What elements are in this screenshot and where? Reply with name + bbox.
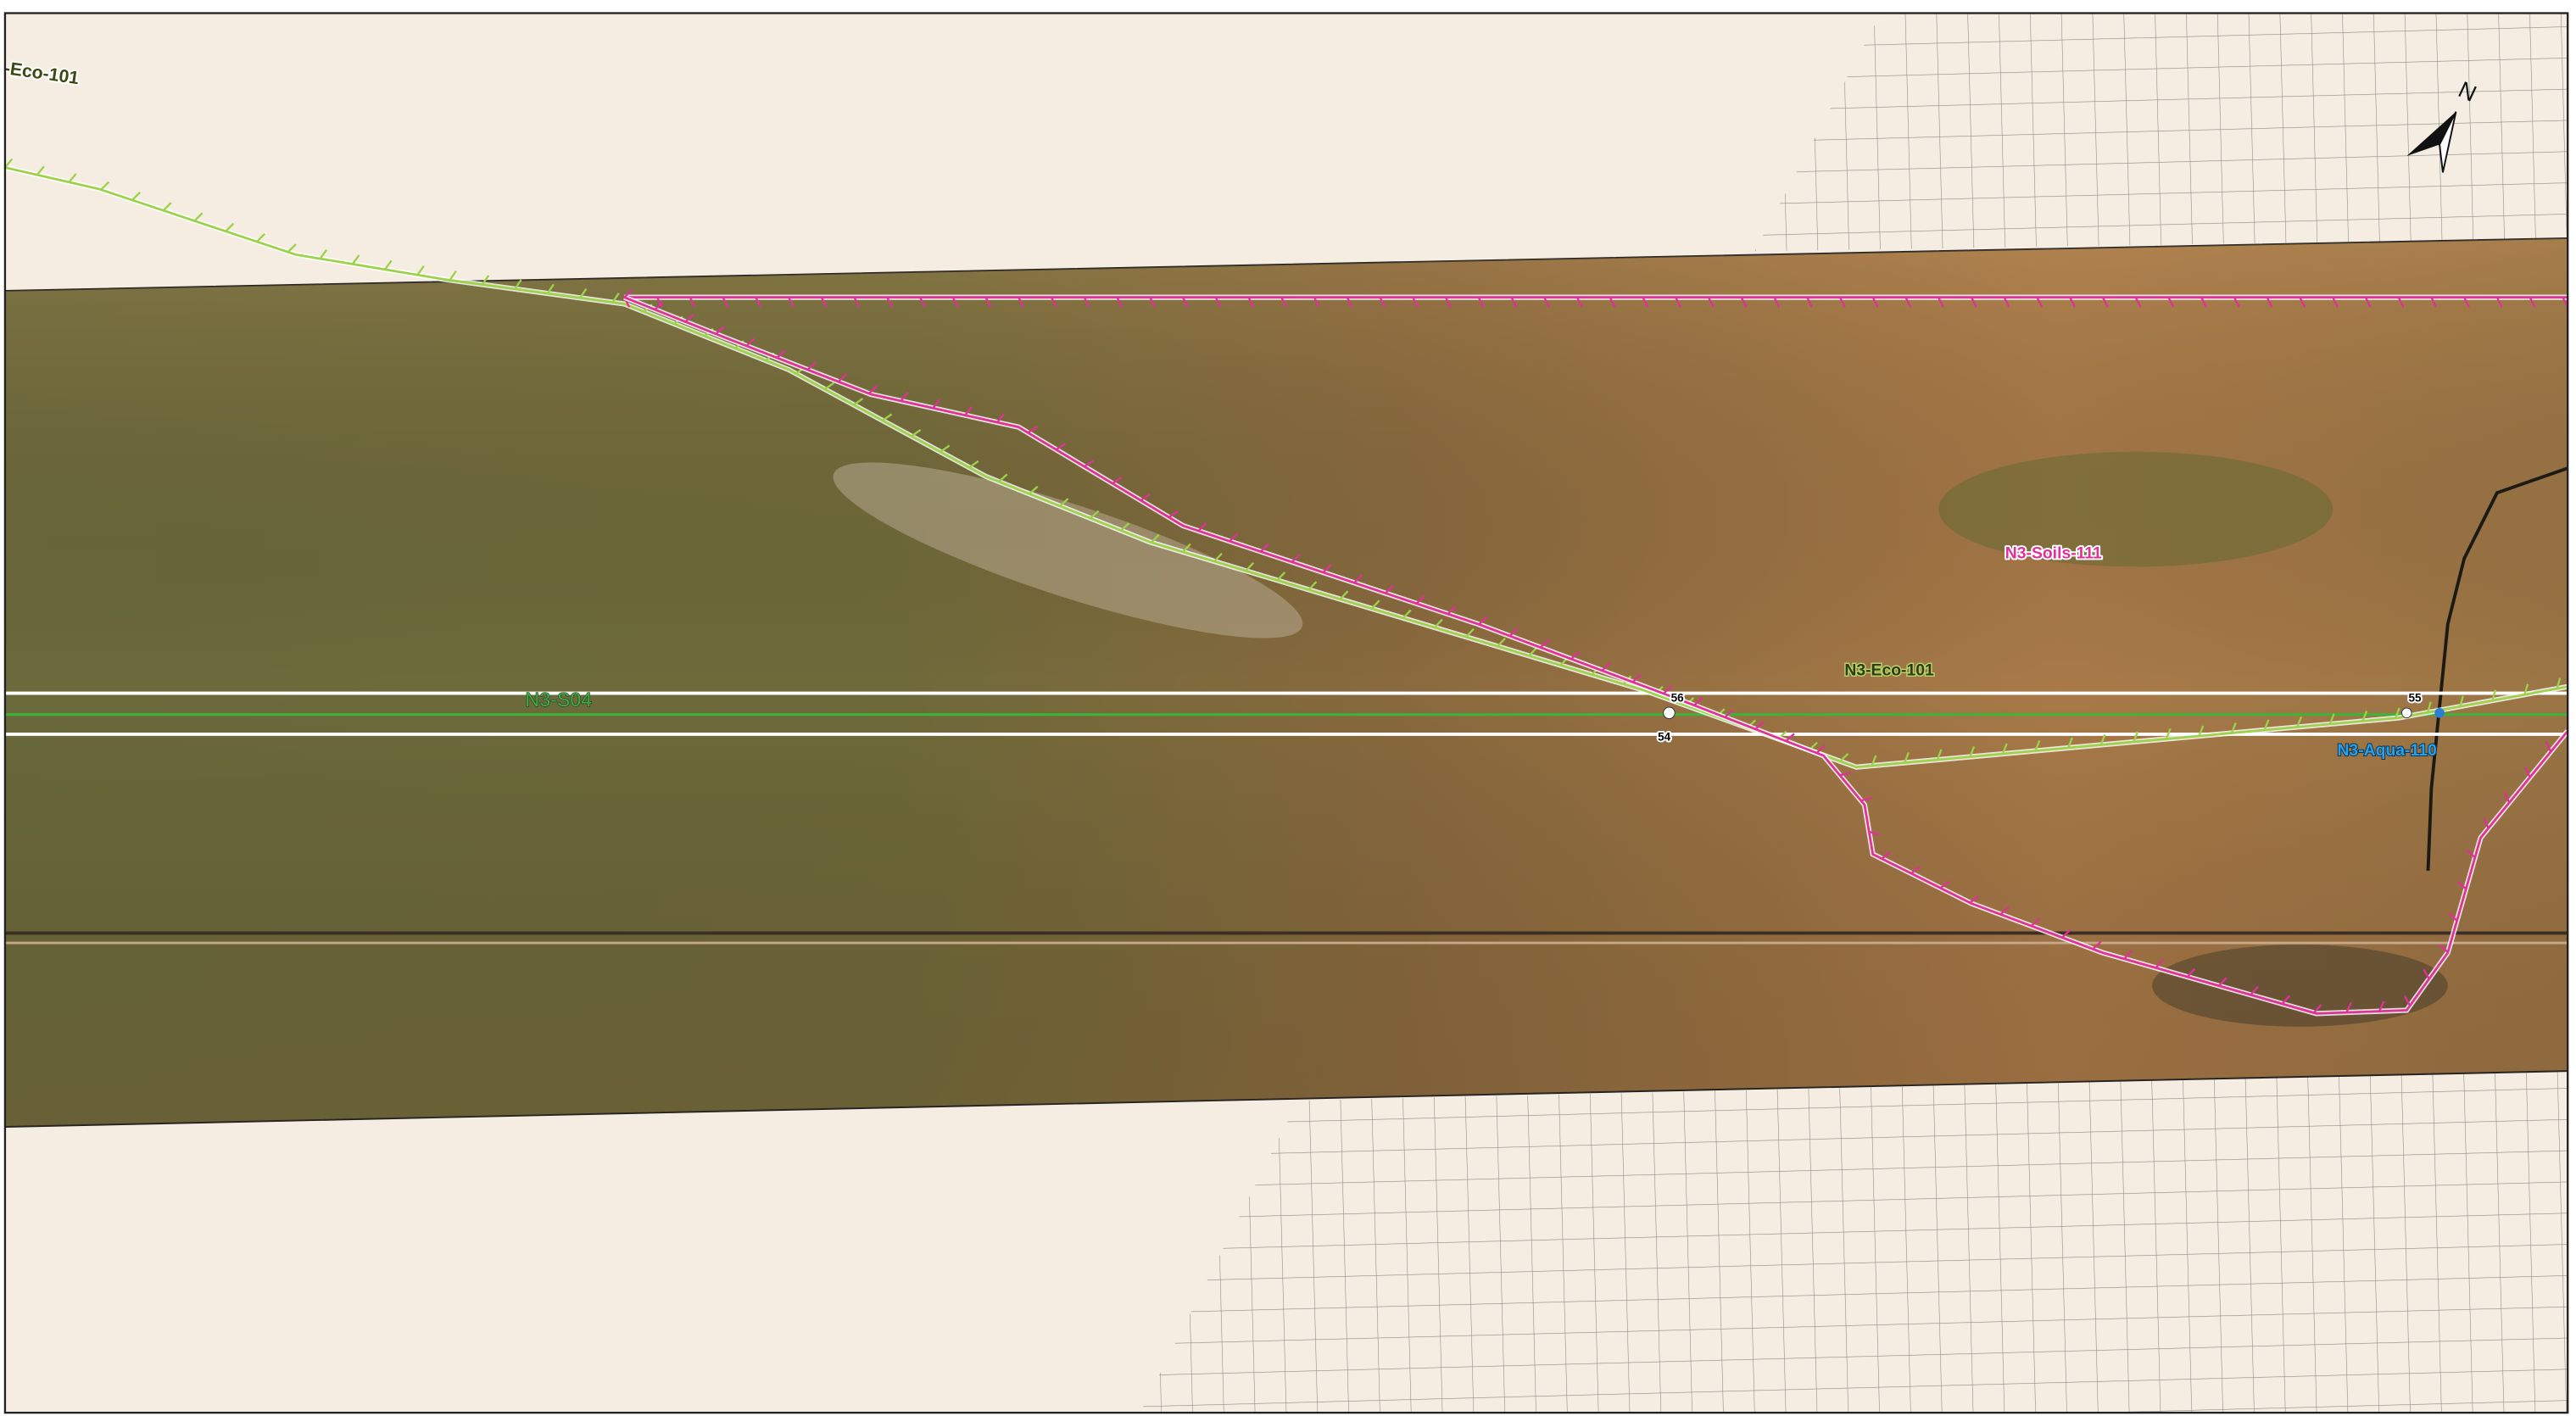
eco-boundary: [4, 166, 2568, 769]
soils-boundary: [623, 296, 2568, 1015]
wetland: [2152, 944, 2448, 1027]
soils-boundary-ticks: [623, 289, 2552, 1014]
terrain-feature: [833, 462, 1303, 638]
aerial-shading: [4, 237, 2568, 1128]
north-arrow-half: [2439, 111, 2457, 173]
layer-label: N3-Soils-111: [2005, 544, 2102, 563]
layer-label: N3-Aqua-110: [2337, 741, 2436, 760]
point-marker: [1663, 706, 1676, 720]
hatched-area: [1140, 1071, 2568, 1413]
station-label: 55: [2408, 691, 2422, 704]
station-label: 54: [1658, 731, 1671, 744]
north-arrow-half: [2406, 111, 2456, 157]
stream: [2426, 466, 2568, 871]
hatched-area: [1754, 13, 2568, 252]
segment-label: N3-S04: [525, 688, 592, 711]
boundary-lines: [4, 158, 2568, 1017]
point-marker: [2401, 707, 2412, 719]
layer-label: N3-Eco-101: [1844, 661, 1934, 679]
map-frame: [3, 12, 2569, 1414]
vegetation: [1938, 451, 2333, 567]
station-label: 56: [1671, 691, 1685, 704]
soils-boundary-ticks: [623, 297, 2568, 308]
point-marker: [2434, 708, 2445, 718]
